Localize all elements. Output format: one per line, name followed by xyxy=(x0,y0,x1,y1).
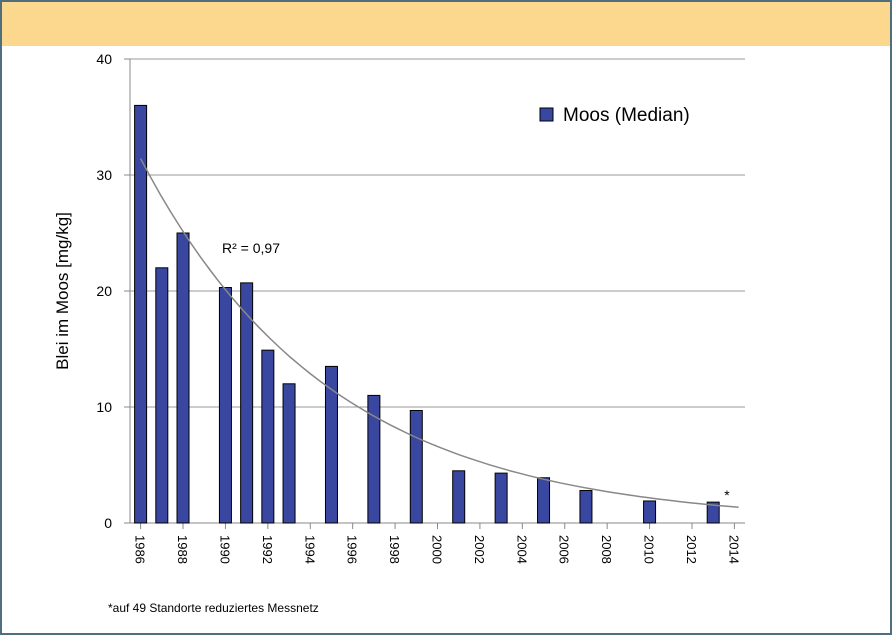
y-tick-label: 0 xyxy=(104,515,112,531)
bar xyxy=(240,282,254,524)
bar xyxy=(176,232,190,524)
bar xyxy=(643,500,657,524)
bar xyxy=(367,394,381,524)
y-tick-label: 40 xyxy=(96,51,112,67)
x-tick-label: 2002 xyxy=(472,535,487,564)
x-tick-label: 2000 xyxy=(430,535,445,564)
x-tick-label: 2008 xyxy=(599,535,614,564)
x-tick-label: 2014 xyxy=(726,535,741,564)
y-axis-label: Blei im Moos [mg/kg] xyxy=(53,212,72,370)
x-tick-label: 2006 xyxy=(557,535,572,564)
y-tick-label: 10 xyxy=(96,399,112,415)
x-tick-label: 2012 xyxy=(684,535,699,564)
bar xyxy=(155,267,169,524)
x-tick-label: 2010 xyxy=(642,535,657,564)
r-squared: R² = 0,97 xyxy=(222,240,280,256)
x-tick-label: 1992 xyxy=(260,535,275,564)
asterisk: * xyxy=(724,487,730,503)
legend-label: Moos (Median) xyxy=(563,105,690,126)
bar xyxy=(494,472,508,524)
bar xyxy=(537,477,551,524)
bar xyxy=(282,383,296,524)
x-tick-label: 1996 xyxy=(345,535,360,564)
x-tick-label: 1986 xyxy=(133,535,148,564)
x-tick-label: 2004 xyxy=(514,535,529,564)
bar xyxy=(324,365,338,524)
bar xyxy=(706,501,720,524)
header-band xyxy=(2,2,890,46)
trendline xyxy=(139,158,739,509)
bar xyxy=(452,470,466,524)
bar xyxy=(218,287,232,524)
y-tick-label: 30 xyxy=(96,167,112,183)
legend-swatch xyxy=(539,107,554,122)
bar xyxy=(409,409,423,524)
bar xyxy=(134,104,148,524)
x-tick-label: 1988 xyxy=(175,535,190,564)
y-tick-label: 20 xyxy=(96,283,112,299)
bar xyxy=(579,490,593,524)
x-tick-label: 1990 xyxy=(217,535,232,564)
footnote: *auf 49 Standorte reduziertes Messnetz xyxy=(108,601,319,615)
bar xyxy=(261,349,275,524)
x-tick-label: 1994 xyxy=(302,535,317,564)
x-tick-label: 1998 xyxy=(387,535,402,564)
